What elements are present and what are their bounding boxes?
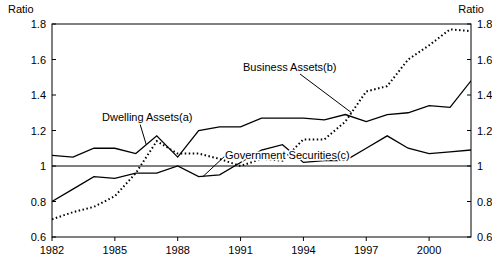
plot-frame xyxy=(52,24,471,237)
y2-tick xyxy=(467,59,471,60)
x-tick xyxy=(240,237,241,241)
y-tick xyxy=(52,95,56,96)
x-tick-label: 1994 xyxy=(291,244,315,256)
plot-area xyxy=(52,29,471,219)
annotation-leader xyxy=(300,74,352,113)
x-tick xyxy=(52,237,53,241)
y2-tick-label: 1.6 xyxy=(477,54,492,66)
series-line xyxy=(52,29,471,219)
y-tick-label: 1.6 xyxy=(31,54,46,66)
chart: Ratio Ratio 0.6 0.8 1 1.2 1.4 1.6 1.8 0.6 0.8 1 1.2 1… xyxy=(0,0,492,265)
y2-tick xyxy=(467,130,471,131)
x-tick-label: 1991 xyxy=(228,244,252,256)
y-tick-label: 1.8 xyxy=(31,18,46,30)
annotation-leader xyxy=(140,124,146,145)
y2-tick-label: 1 xyxy=(477,160,483,172)
y-tick-label: 1.2 xyxy=(31,125,46,137)
annotation-leader xyxy=(203,155,226,177)
y2-tick xyxy=(467,95,471,96)
y-tick xyxy=(52,24,56,25)
series-line xyxy=(52,136,471,202)
x-tick-label: 1985 xyxy=(103,244,127,256)
y2-tick-label: 1.8 xyxy=(477,18,492,30)
x-tick xyxy=(429,237,430,241)
reference-line xyxy=(52,166,471,167)
series-line xyxy=(52,81,471,157)
x-tick xyxy=(177,237,178,241)
x-tick xyxy=(303,237,304,241)
y-tick-label: 1 xyxy=(40,160,46,172)
y-tick-label: 0.8 xyxy=(31,196,46,208)
y-tick xyxy=(52,59,56,60)
x-tick-label: 1982 xyxy=(40,244,64,256)
y-axis-label: Ratio xyxy=(8,3,34,15)
annotation-label: Dwelling Assets(a) xyxy=(102,111,192,123)
y-tick-label: 0.6 xyxy=(31,231,46,243)
y2-tick-label: 0.6 xyxy=(477,231,492,243)
y-tick-label: 1.4 xyxy=(31,89,46,101)
y2-tick-label: 1.4 xyxy=(477,89,492,101)
annotation-label: Business Assets(b) xyxy=(243,61,337,73)
y-tick xyxy=(52,237,56,238)
y2-axis-label: Ratio xyxy=(458,3,484,15)
y2-tick xyxy=(467,201,471,202)
y2-tick xyxy=(467,237,471,238)
x-tick-label: 2000 xyxy=(417,244,441,256)
y-tick xyxy=(52,130,56,131)
x-tick xyxy=(366,237,367,241)
x-tick xyxy=(114,237,115,241)
y2-tick-label: 1.2 xyxy=(477,125,492,137)
y2-tick-label: 0.8 xyxy=(477,196,492,208)
y2-tick xyxy=(467,24,471,25)
x-tick-label: 1988 xyxy=(165,244,189,256)
annotation-label: Government Securities(c) xyxy=(225,149,350,161)
x-tick-label: 1997 xyxy=(354,244,378,256)
